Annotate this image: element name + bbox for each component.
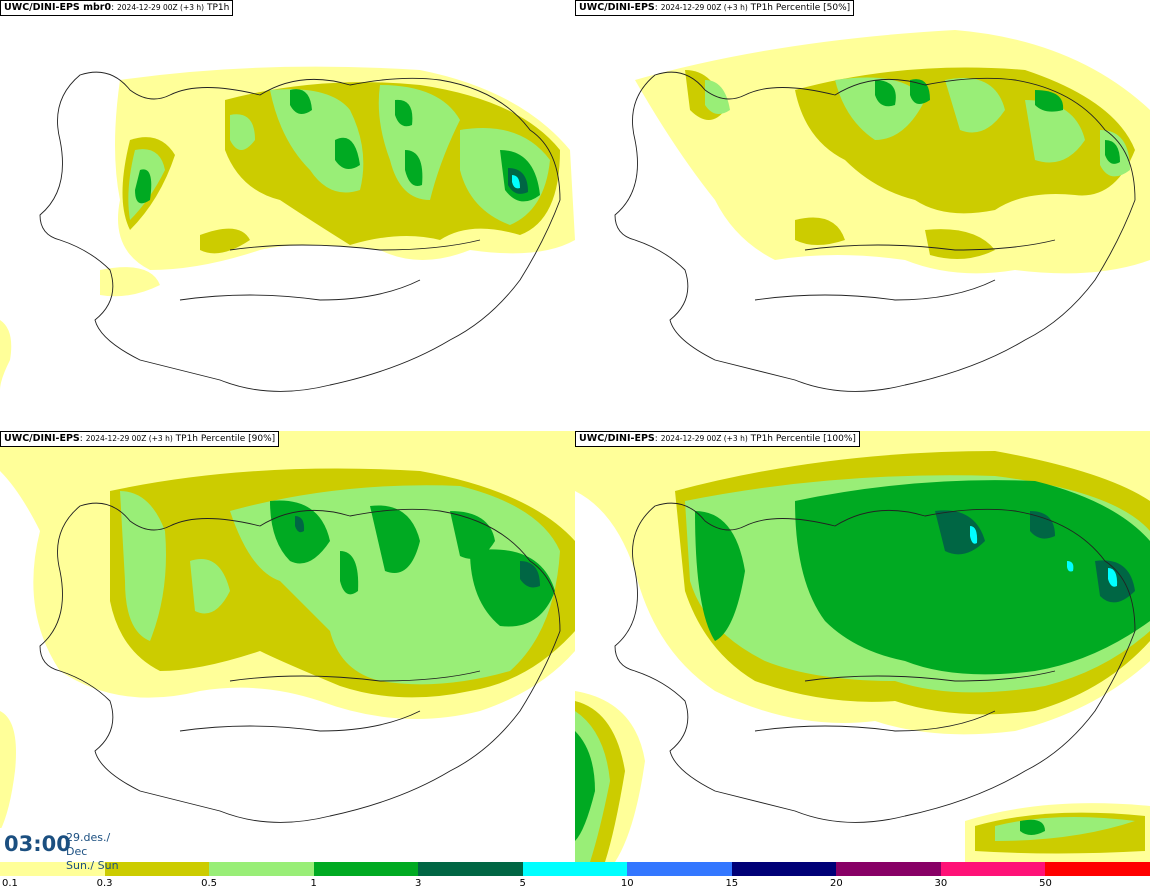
map-panel-mbr0: UWC/DINI-EPS mbr0: 2024-12-29 00Z (+3 h)…	[0, 0, 575, 431]
legend-swatch	[1045, 862, 1150, 876]
precip-dark-green	[295, 516, 540, 588]
legend-tick-label: 50	[1039, 878, 1052, 889]
map-panel-p50: UWC/DINI-EPS: 2024-12-29 00Z (+3 h) TP1h…	[575, 0, 1150, 431]
legend-tick-label: 0.5	[201, 878, 218, 889]
valid-time-box: 03:00 29.des./ Dec Sun./ Sun	[0, 828, 133, 872]
panel-title-p100: UWC/DINI-EPS: 2024-12-29 00Z (+3 h) TP1h…	[575, 431, 860, 447]
title-var: TP1h Percentile [90%]	[175, 434, 276, 444]
title-main: UWC/DINI-EPS	[4, 433, 80, 444]
legend-tick-label: 3	[414, 878, 422, 889]
precip-map-mbr0	[0, 66, 575, 392]
precip-cyan	[512, 175, 520, 189]
title-main: UWC/DINI-EPS mbr0	[4, 2, 112, 13]
legend-tick-label: 10	[620, 878, 634, 889]
legend-swatch	[627, 862, 733, 876]
precip-green	[270, 500, 555, 627]
legend-swatch	[836, 862, 942, 876]
legend-color-bar	[0, 862, 1150, 876]
title-run: 2024-12-29 00Z (+3 h)	[660, 434, 748, 443]
precip-cyan	[970, 526, 1118, 587]
precip-green	[875, 79, 1120, 164]
valid-date-line2: Sun./ Sun	[66, 859, 119, 872]
legend-tick-label: 0.3	[96, 878, 113, 889]
panel-title-p90: UWC/DINI-EPS: 2024-12-29 00Z (+3 h) TP1h…	[0, 431, 280, 447]
title-run: 2024-12-29 00Z (+3 h)	[660, 3, 748, 12]
panel-title-mbr0: UWC/DINI-EPS mbr0: 2024-12-29 00Z (+3 h)…	[0, 0, 234, 16]
title-var: TP1h Percentile [100%]	[750, 434, 856, 444]
valid-date-line1: 29.des./ Dec	[66, 831, 111, 858]
precip-map-p90	[0, 431, 575, 831]
precip-map-p50	[614, 30, 1150, 392]
title-var: TP1h	[206, 3, 230, 13]
title-main: UWC/DINI-EPS	[579, 433, 655, 444]
title-run: 2024-12-29 00Z (+3 h)	[85, 434, 173, 443]
legend-tick-label: 0.1	[2, 878, 18, 889]
legend-tick-label: 30	[934, 878, 948, 889]
precip-green	[575, 480, 1150, 841]
valid-date: 29.des./ Dec Sun./ Sun	[66, 831, 133, 873]
legend-swatch	[731, 862, 837, 876]
map-panel-p90: UWC/DINI-EPS: 2024-12-29 00Z (+3 h) TP1h…	[0, 431, 575, 862]
legend-swatch	[0, 862, 106, 876]
map-panel-p100: UWC/DINI-EPS: 2024-12-29 00Z (+3 h) TP1h…	[575, 431, 1150, 862]
legend-swatch	[522, 862, 628, 876]
legend-tick-label: 1	[310, 878, 317, 889]
legend-tick-label: 5	[519, 878, 526, 889]
precip-map-p100	[575, 431, 1150, 862]
title-run: 2024-12-29 00Z (+3 h)	[117, 3, 205, 12]
iceland-coastline	[39, 71, 561, 392]
legend-swatch	[418, 862, 524, 876]
valid-time: 03:00	[4, 832, 71, 856]
legend-swatch	[209, 862, 315, 876]
iceland-coastline	[614, 71, 1136, 392]
title-main: UWC/DINI-EPS	[579, 2, 655, 13]
iceland-coastline	[614, 502, 1136, 823]
legend-swatch	[940, 862, 1046, 876]
iceland-coastline	[39, 502, 561, 823]
legend-swatch	[104, 862, 210, 876]
legend-tick-label: 20	[829, 878, 843, 889]
panel-title-p50: UWC/DINI-EPS: 2024-12-29 00Z (+3 h) TP1h…	[575, 0, 855, 16]
precip-legend: 0.1 0.3 0.5 1 3 5 10 15 20 30 50	[0, 862, 1150, 891]
legend-swatch	[313, 862, 419, 876]
legend-tick-label: 15	[725, 878, 739, 889]
title-var: TP1h Percentile [50%]	[750, 3, 851, 13]
